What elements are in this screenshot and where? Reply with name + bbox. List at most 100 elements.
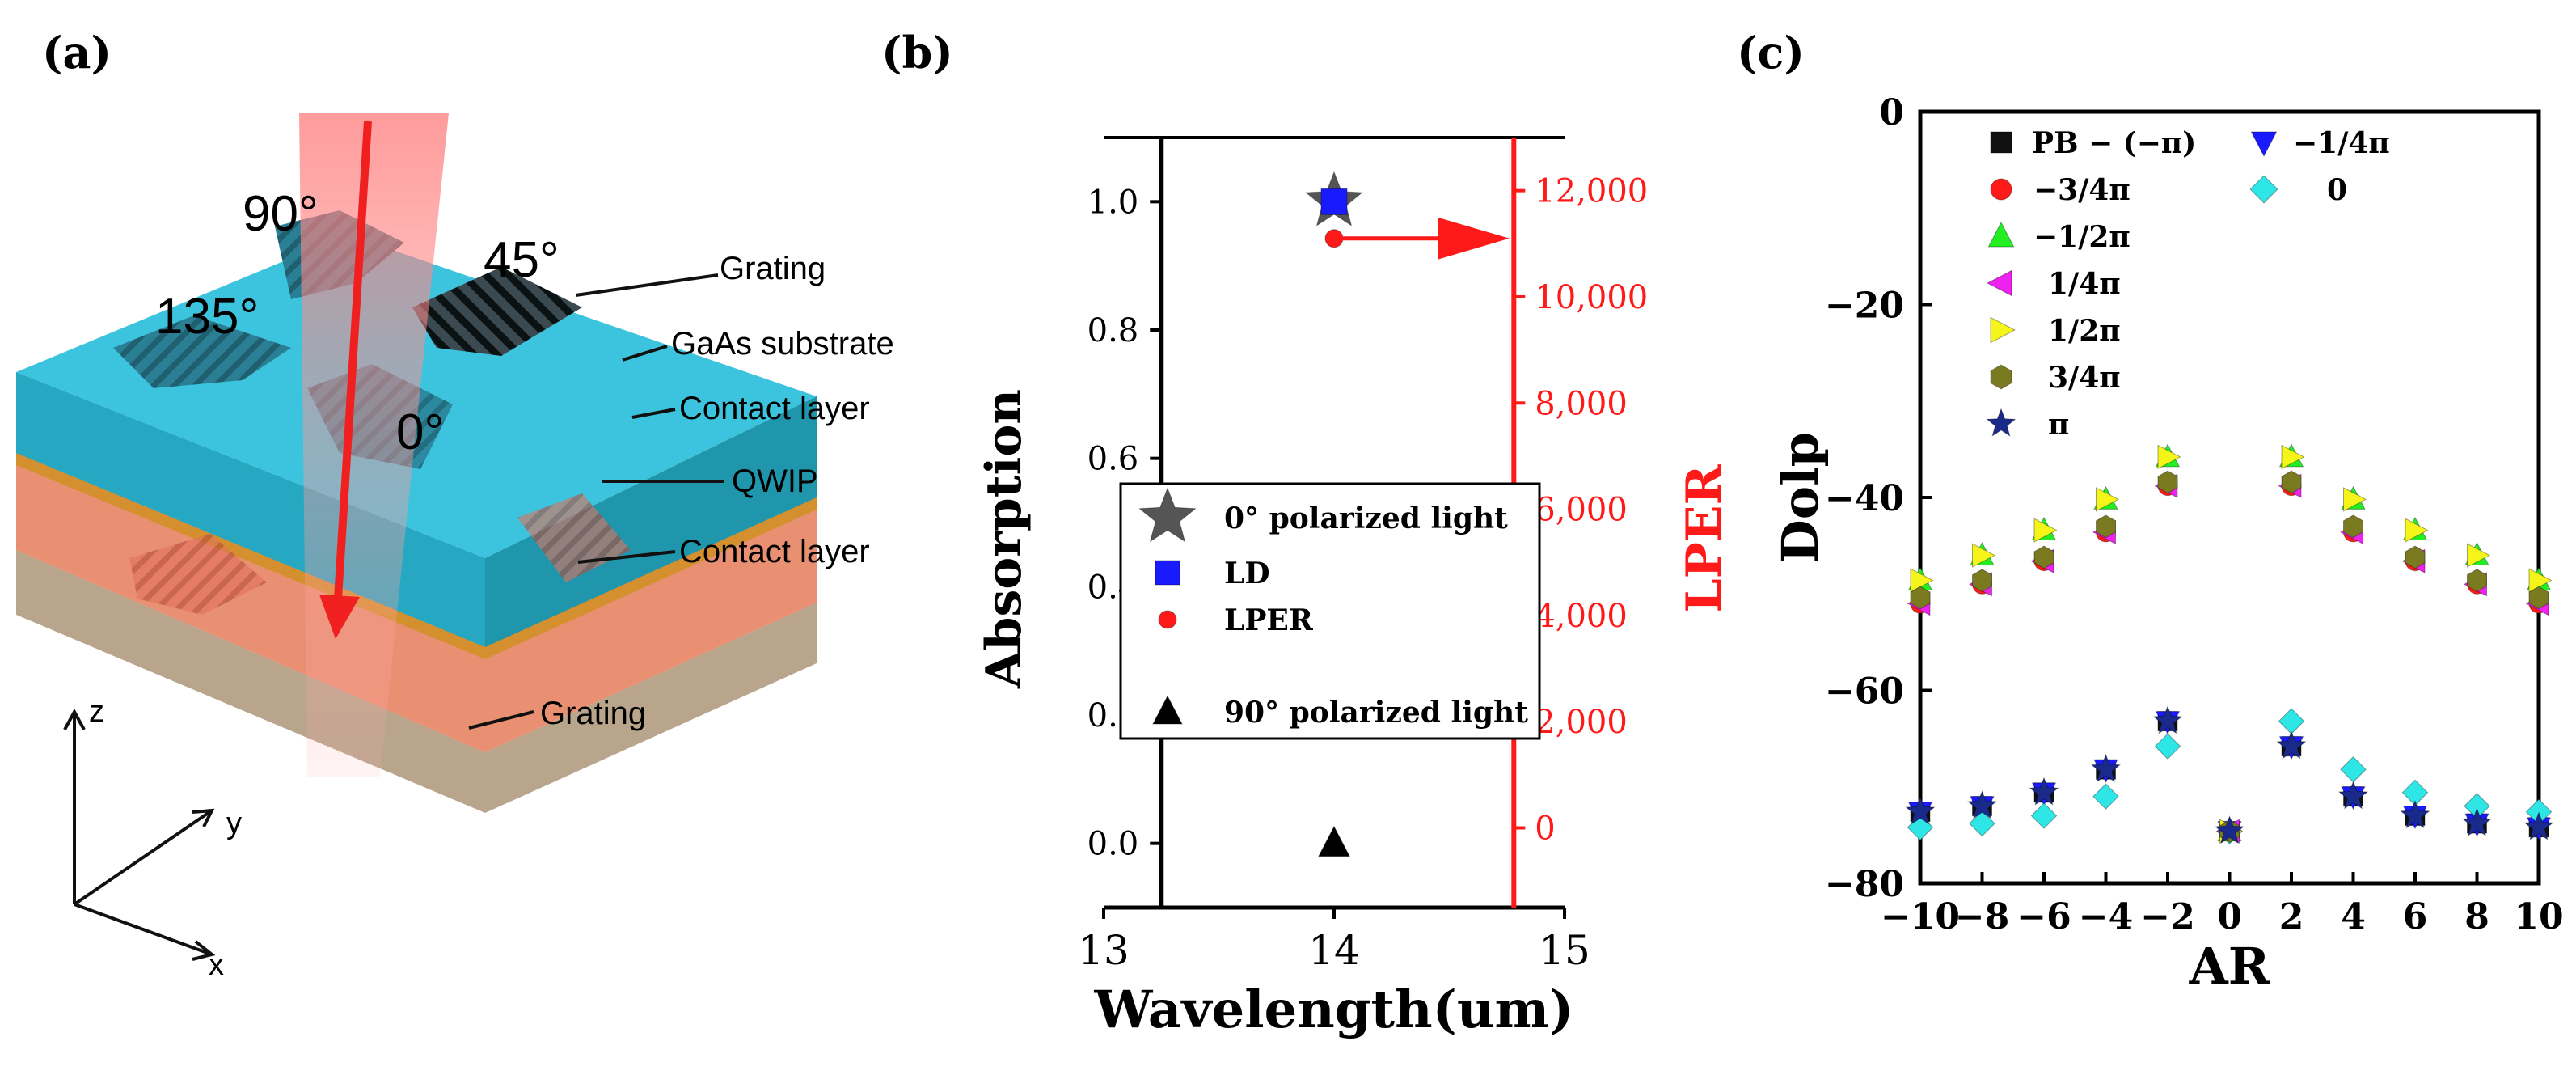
chart-b-ytick-label: 0.8 bbox=[1087, 312, 1139, 349]
label-grating-bottom: Grating bbox=[540, 696, 646, 731]
chart-c-point bbox=[1910, 568, 1934, 593]
chart-c-xtick-label: −4 bbox=[2079, 896, 2133, 937]
chart-c-legend-label: 3/4π bbox=[2048, 361, 2121, 395]
panel-label-c: (c) bbox=[1737, 27, 1805, 78]
chart-c-legend-marker bbox=[1986, 408, 2016, 437]
chart-absorption-lper: 0.00.20.40.60.81.002,0004,0006,0008,0001… bbox=[976, 136, 1733, 1040]
chart-c-point bbox=[2152, 705, 2183, 734]
pointer-substrate bbox=[622, 345, 668, 362]
chart-c-point bbox=[2033, 518, 2058, 543]
pointer-grating-top bbox=[575, 273, 719, 297]
chart-c-xtick-label: −8 bbox=[1955, 896, 2009, 937]
chart-c-legend-label: −3/4π bbox=[2033, 173, 2130, 207]
angle-0: 0° bbox=[396, 404, 444, 460]
chart-b-xlabel: Wavelength(um) bbox=[1094, 980, 1574, 1040]
qwip-layer bbox=[16, 453, 817, 752]
chart-c-point bbox=[2400, 799, 2430, 829]
chart-c-legend-label: 0 bbox=[2327, 173, 2347, 207]
chart-b-legend-marker bbox=[1138, 487, 1197, 543]
chart-c-frame bbox=[1918, 109, 2541, 886]
chart-c-point bbox=[2337, 781, 2369, 810]
chart-c-point bbox=[2523, 811, 2554, 840]
axis-z-label: z bbox=[89, 695, 104, 729]
chart-c-xlabel: AR bbox=[2189, 937, 2270, 996]
device-schematic: 90° 45° 135° 0° Grating GaAs substrate C… bbox=[16, 113, 894, 982]
chart-c-legend-label: π bbox=[2048, 408, 2069, 442]
chart-b-legend-label: 0° polarized light bbox=[1224, 502, 1508, 535]
chart-c-legend-marker bbox=[1987, 269, 2012, 297]
chart-c-point bbox=[2096, 487, 2120, 512]
beam-arrow-line bbox=[334, 121, 372, 599]
chart-c-xtick-label: −2 bbox=[2140, 896, 2194, 937]
chart-c-point bbox=[1969, 810, 1995, 837]
grating-135 bbox=[113, 315, 291, 388]
pointer-grating-bottom bbox=[468, 710, 534, 730]
chart-c-point bbox=[2157, 444, 2181, 470]
chart-b-y2label: LPER bbox=[1676, 463, 1733, 612]
chart-c-xtick-label: 4 bbox=[2341, 896, 2366, 937]
chart-c-point bbox=[1972, 543, 1996, 568]
label-contact-layer-1: Contact layer bbox=[679, 391, 870, 426]
chart-c-legend: PB − (−π) −1/4π −3/4π 0 −1/2π 1/4π 1/2π 3/4π π bbox=[1986, 126, 2390, 442]
label-gaas-substrate: GaAs substrate bbox=[671, 326, 894, 362]
chart-c-point bbox=[2030, 802, 2058, 829]
label-contact-layer-2: Contact layer bbox=[679, 534, 870, 569]
chart-c-point bbox=[2528, 586, 2549, 610]
chart-c-point bbox=[2090, 753, 2122, 783]
chart-c-legend-label: −1/2π bbox=[2033, 220, 2130, 254]
chart-c-xtick-label: 10 bbox=[2514, 896, 2563, 937]
axis-y-label: y bbox=[226, 806, 242, 840]
chart-b-y2tick-label: 10,000 bbox=[1535, 279, 1648, 316]
angle-135: 135° bbox=[155, 289, 259, 345]
chart-c-ylabel: Dolp bbox=[1771, 432, 1830, 563]
chart-b-legend-box bbox=[1119, 482, 1541, 740]
chart-c-point bbox=[2461, 807, 2493, 836]
pointer-contact-2 bbox=[577, 550, 676, 564]
chart-c-xtick-label: 8 bbox=[2464, 896, 2489, 937]
chart-c-point bbox=[2092, 783, 2119, 810]
label-qwip: QWIP bbox=[732, 463, 818, 499]
chart-b-point-ld bbox=[1320, 188, 1348, 215]
chart-b-ytick-label: 1.0 bbox=[1087, 184, 1139, 221]
chart-b-legend-marker bbox=[1155, 560, 1180, 586]
chart-c-point bbox=[2157, 470, 2178, 494]
chart-c-legend-marker bbox=[1990, 364, 2012, 390]
beam-arrow-head bbox=[319, 595, 360, 639]
chart-c-legend-label: 1/4π bbox=[2048, 267, 2121, 301]
chart-c-point bbox=[2278, 708, 2305, 734]
panel-label-a: (a) bbox=[42, 27, 112, 78]
chart-b-ytick-label: 0.6 bbox=[1087, 441, 1139, 478]
chart-b-axis-arrow-head bbox=[1438, 217, 1510, 260]
chart-c-point bbox=[2214, 815, 2245, 844]
chart-b-legend-label: LPER bbox=[1224, 603, 1314, 637]
angle-45: 45° bbox=[484, 232, 560, 288]
chart-c-point bbox=[2033, 545, 2054, 569]
chart-c-ytick-label: −60 bbox=[1825, 671, 1904, 713]
chart-c-ytick-label: −40 bbox=[1825, 478, 1904, 519]
chart-b-xtick-label: 14 bbox=[1308, 927, 1360, 974]
chart-c-point bbox=[1910, 586, 1931, 610]
chart-c-marks bbox=[1905, 443, 2554, 845]
chart-c-point bbox=[1966, 790, 1998, 819]
pointer-contact-1 bbox=[631, 408, 676, 419]
chart-c-point bbox=[2281, 444, 2305, 470]
chart-c-point bbox=[2029, 777, 2059, 806]
angle-90: 90° bbox=[243, 186, 319, 242]
chart-c-point bbox=[2405, 545, 2426, 569]
chart-b-y2tick-label: 4,000 bbox=[1535, 598, 1628, 635]
chart-c-point bbox=[2154, 733, 2181, 760]
chart-c-point bbox=[2096, 514, 2116, 539]
chart-b-ylabel: Absorption bbox=[976, 389, 1033, 689]
chart-c-ytick-label: −20 bbox=[1825, 286, 1904, 327]
chart-b-xtick-label: 13 bbox=[1078, 927, 1130, 974]
chart-b-y2tick-label: 8,000 bbox=[1535, 385, 1628, 422]
chart-c-point bbox=[2528, 568, 2553, 593]
chart-c-legend-label: −1/4π bbox=[2293, 126, 2390, 160]
chart-b-point-90deg bbox=[1317, 825, 1351, 857]
axis-x-label: x bbox=[209, 948, 224, 982]
chart-b-legend-label: LD bbox=[1224, 557, 1270, 590]
label-grating-top: Grating bbox=[720, 251, 826, 286]
chart-b-legend-marker bbox=[1158, 610, 1177, 629]
